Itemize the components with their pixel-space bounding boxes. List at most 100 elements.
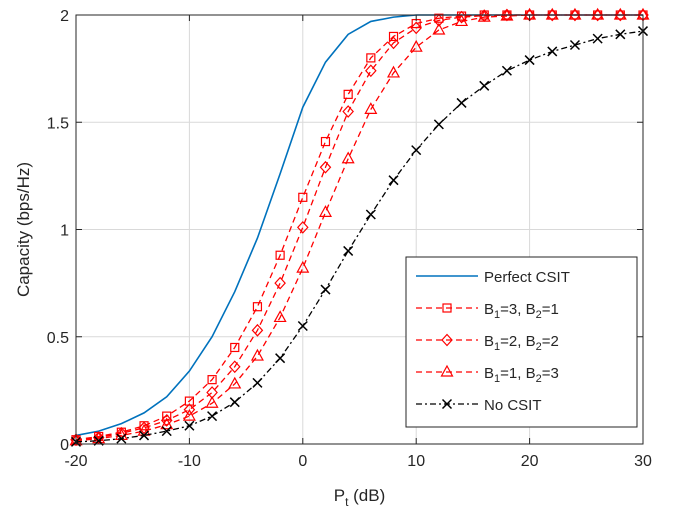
triangle-marker bbox=[228, 376, 242, 389]
diamond-marker bbox=[546, 8, 559, 22]
x-marker bbox=[411, 145, 422, 156]
x-marker bbox=[501, 65, 512, 76]
legend-item: B1=2, B2=2 bbox=[416, 333, 559, 353]
legend-label-part: 1 bbox=[494, 341, 500, 353]
diamond-marker bbox=[614, 8, 627, 22]
legend-label-part: =1 bbox=[542, 301, 559, 318]
legend-label-part: B bbox=[484, 333, 494, 350]
y-axis-label: Capacity (bps/Hz) bbox=[14, 162, 33, 297]
square-marker bbox=[252, 302, 263, 312]
triangle-marker bbox=[440, 364, 454, 377]
x-axis-label: Pt (dB) bbox=[334, 486, 386, 509]
legend-label-part: 2 bbox=[536, 309, 542, 321]
x-marker bbox=[275, 353, 286, 364]
square-marker bbox=[207, 375, 217, 385]
x-axis-label-main: P bbox=[334, 486, 345, 505]
legend-label-part: 1 bbox=[494, 373, 500, 385]
diamond-marker bbox=[160, 414, 173, 427]
legend-label-part: =2, B bbox=[500, 333, 535, 350]
y-tick-label: 2 bbox=[60, 8, 69, 25]
x-marker bbox=[456, 97, 467, 108]
x-marker bbox=[229, 397, 240, 408]
legend-label-part: No CSIT bbox=[484, 397, 542, 414]
y-tick-label: 1 bbox=[60, 223, 69, 240]
x-marker bbox=[547, 46, 558, 57]
legend-item: B1=3, B2=1 bbox=[416, 301, 559, 321]
legend-label: B1=2, B2=2 bbox=[484, 333, 559, 353]
triangle-marker bbox=[477, 9, 491, 22]
x-marker bbox=[524, 55, 535, 66]
triangle-marker bbox=[296, 260, 310, 273]
square-marker bbox=[388, 31, 399, 42]
diamond-marker bbox=[433, 13, 445, 27]
legend-label-part: =3 bbox=[542, 365, 559, 382]
square-marker bbox=[442, 303, 452, 313]
legend-label: B1=1, B2=3 bbox=[484, 365, 559, 385]
x-marker bbox=[139, 430, 150, 441]
y-tick-label: 0 bbox=[60, 437, 69, 454]
square-marker bbox=[298, 192, 308, 202]
square-marker bbox=[184, 396, 194, 406]
triangle-marker bbox=[387, 65, 401, 78]
triangle-marker bbox=[250, 348, 264, 361]
x-tick-label: 10 bbox=[407, 453, 425, 470]
triangle-marker bbox=[455, 14, 469, 27]
legend-label-part: 1 bbox=[494, 309, 500, 321]
triangle-marker bbox=[318, 205, 332, 217]
x-marker bbox=[184, 420, 195, 431]
legend-label: B1=3, B2=1 bbox=[484, 301, 559, 321]
triangle-marker bbox=[545, 7, 559, 20]
legend-label-part: =3, B bbox=[500, 301, 535, 318]
x-axis-label-rest: (dB) bbox=[348, 486, 385, 505]
triangle-marker bbox=[591, 7, 605, 20]
legend-item: B1=1, B2=3 bbox=[416, 364, 559, 385]
triangle-marker bbox=[432, 22, 446, 35]
x-marker bbox=[388, 175, 399, 186]
diamond-marker bbox=[365, 64, 377, 78]
y-tick-label: 0.5 bbox=[47, 330, 69, 347]
diamond-marker bbox=[569, 8, 581, 22]
triangle-marker bbox=[409, 39, 423, 52]
x-marker bbox=[297, 320, 308, 332]
square-marker bbox=[275, 250, 285, 260]
y-tick-label: 1.5 bbox=[47, 115, 69, 132]
triangle-marker bbox=[182, 408, 196, 421]
x-marker bbox=[441, 398, 453, 410]
x-tick-label: 20 bbox=[521, 453, 539, 470]
legend-item: No CSIT bbox=[416, 397, 542, 414]
x-tick-label: 30 bbox=[634, 453, 652, 470]
x-marker bbox=[116, 433, 127, 444]
legend-label-part: B bbox=[484, 301, 494, 318]
legend-label-part: 2 bbox=[536, 341, 542, 353]
triangle-marker bbox=[568, 7, 582, 20]
diamond-marker bbox=[441, 333, 453, 347]
x-marker bbox=[161, 426, 172, 437]
triangle-marker bbox=[160, 417, 174, 430]
x-tick-label: -20 bbox=[64, 453, 87, 470]
triangle-marker bbox=[613, 7, 627, 20]
square-marker bbox=[230, 342, 240, 353]
diamond-marker bbox=[387, 36, 400, 50]
diamond-marker bbox=[251, 323, 264, 337]
triangle-marker bbox=[205, 395, 219, 408]
diamond-marker bbox=[228, 360, 241, 374]
legend-box bbox=[405, 256, 638, 428]
legend-label-part: =1, B bbox=[500, 365, 535, 382]
diamond-marker bbox=[138, 421, 150, 435]
legend-label: Perfect CSIT bbox=[484, 269, 570, 286]
legend-label-part: B bbox=[484, 365, 494, 382]
x-tick-label: 0 bbox=[298, 453, 307, 470]
square-marker bbox=[343, 89, 353, 99]
legend-label-part: 2 bbox=[536, 373, 542, 385]
x-tick-label: -10 bbox=[178, 453, 201, 470]
series-no-csit bbox=[70, 26, 649, 447]
legend-label: No CSIT bbox=[484, 397, 542, 414]
square-marker bbox=[366, 53, 376, 63]
triangle-marker bbox=[341, 151, 355, 164]
diamond-marker bbox=[319, 160, 332, 174]
diamond-marker bbox=[591, 8, 604, 22]
x-marker bbox=[615, 29, 626, 40]
diamond-marker bbox=[342, 105, 354, 118]
x-marker bbox=[569, 39, 580, 51]
